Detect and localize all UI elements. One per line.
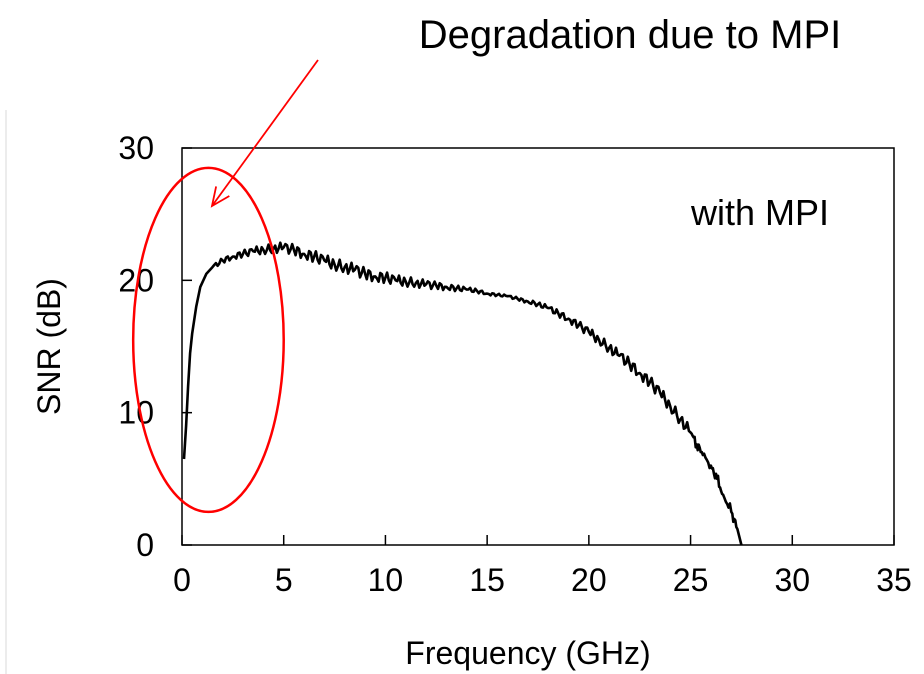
callout-arrow-head [210, 186, 230, 208]
y-axis-title: SNR (dB) [31, 278, 67, 415]
x-tick-label: 15 [469, 562, 505, 598]
x-tick-label: 5 [275, 562, 293, 598]
snr-series-line [182, 241, 743, 546]
x-tick-label: 30 [774, 562, 810, 598]
x-tick-label: 0 [173, 562, 191, 598]
x-tick-label: 35 [876, 562, 912, 598]
y-tick-label: 10 [118, 395, 154, 431]
x-tick-label: 10 [368, 562, 404, 598]
highlight-ellipse [131, 166, 285, 514]
plot-frame [181, 147, 895, 546]
annotation-layer: with MPI Degradation due to MPI [131, 13, 841, 514]
inset-label-with-mpi: with MPI [690, 192, 829, 233]
x-tick-label: 20 [571, 562, 607, 598]
x-axis-title: Frequency (GHz) [405, 635, 650, 671]
y-tick-label: 30 [118, 130, 154, 166]
x-tick-label: 25 [673, 562, 709, 598]
callout-arrow-line [211, 59, 319, 207]
callout-degradation-text: Degradation due to MPI [419, 13, 841, 57]
y-tick-label: 0 [136, 527, 154, 563]
